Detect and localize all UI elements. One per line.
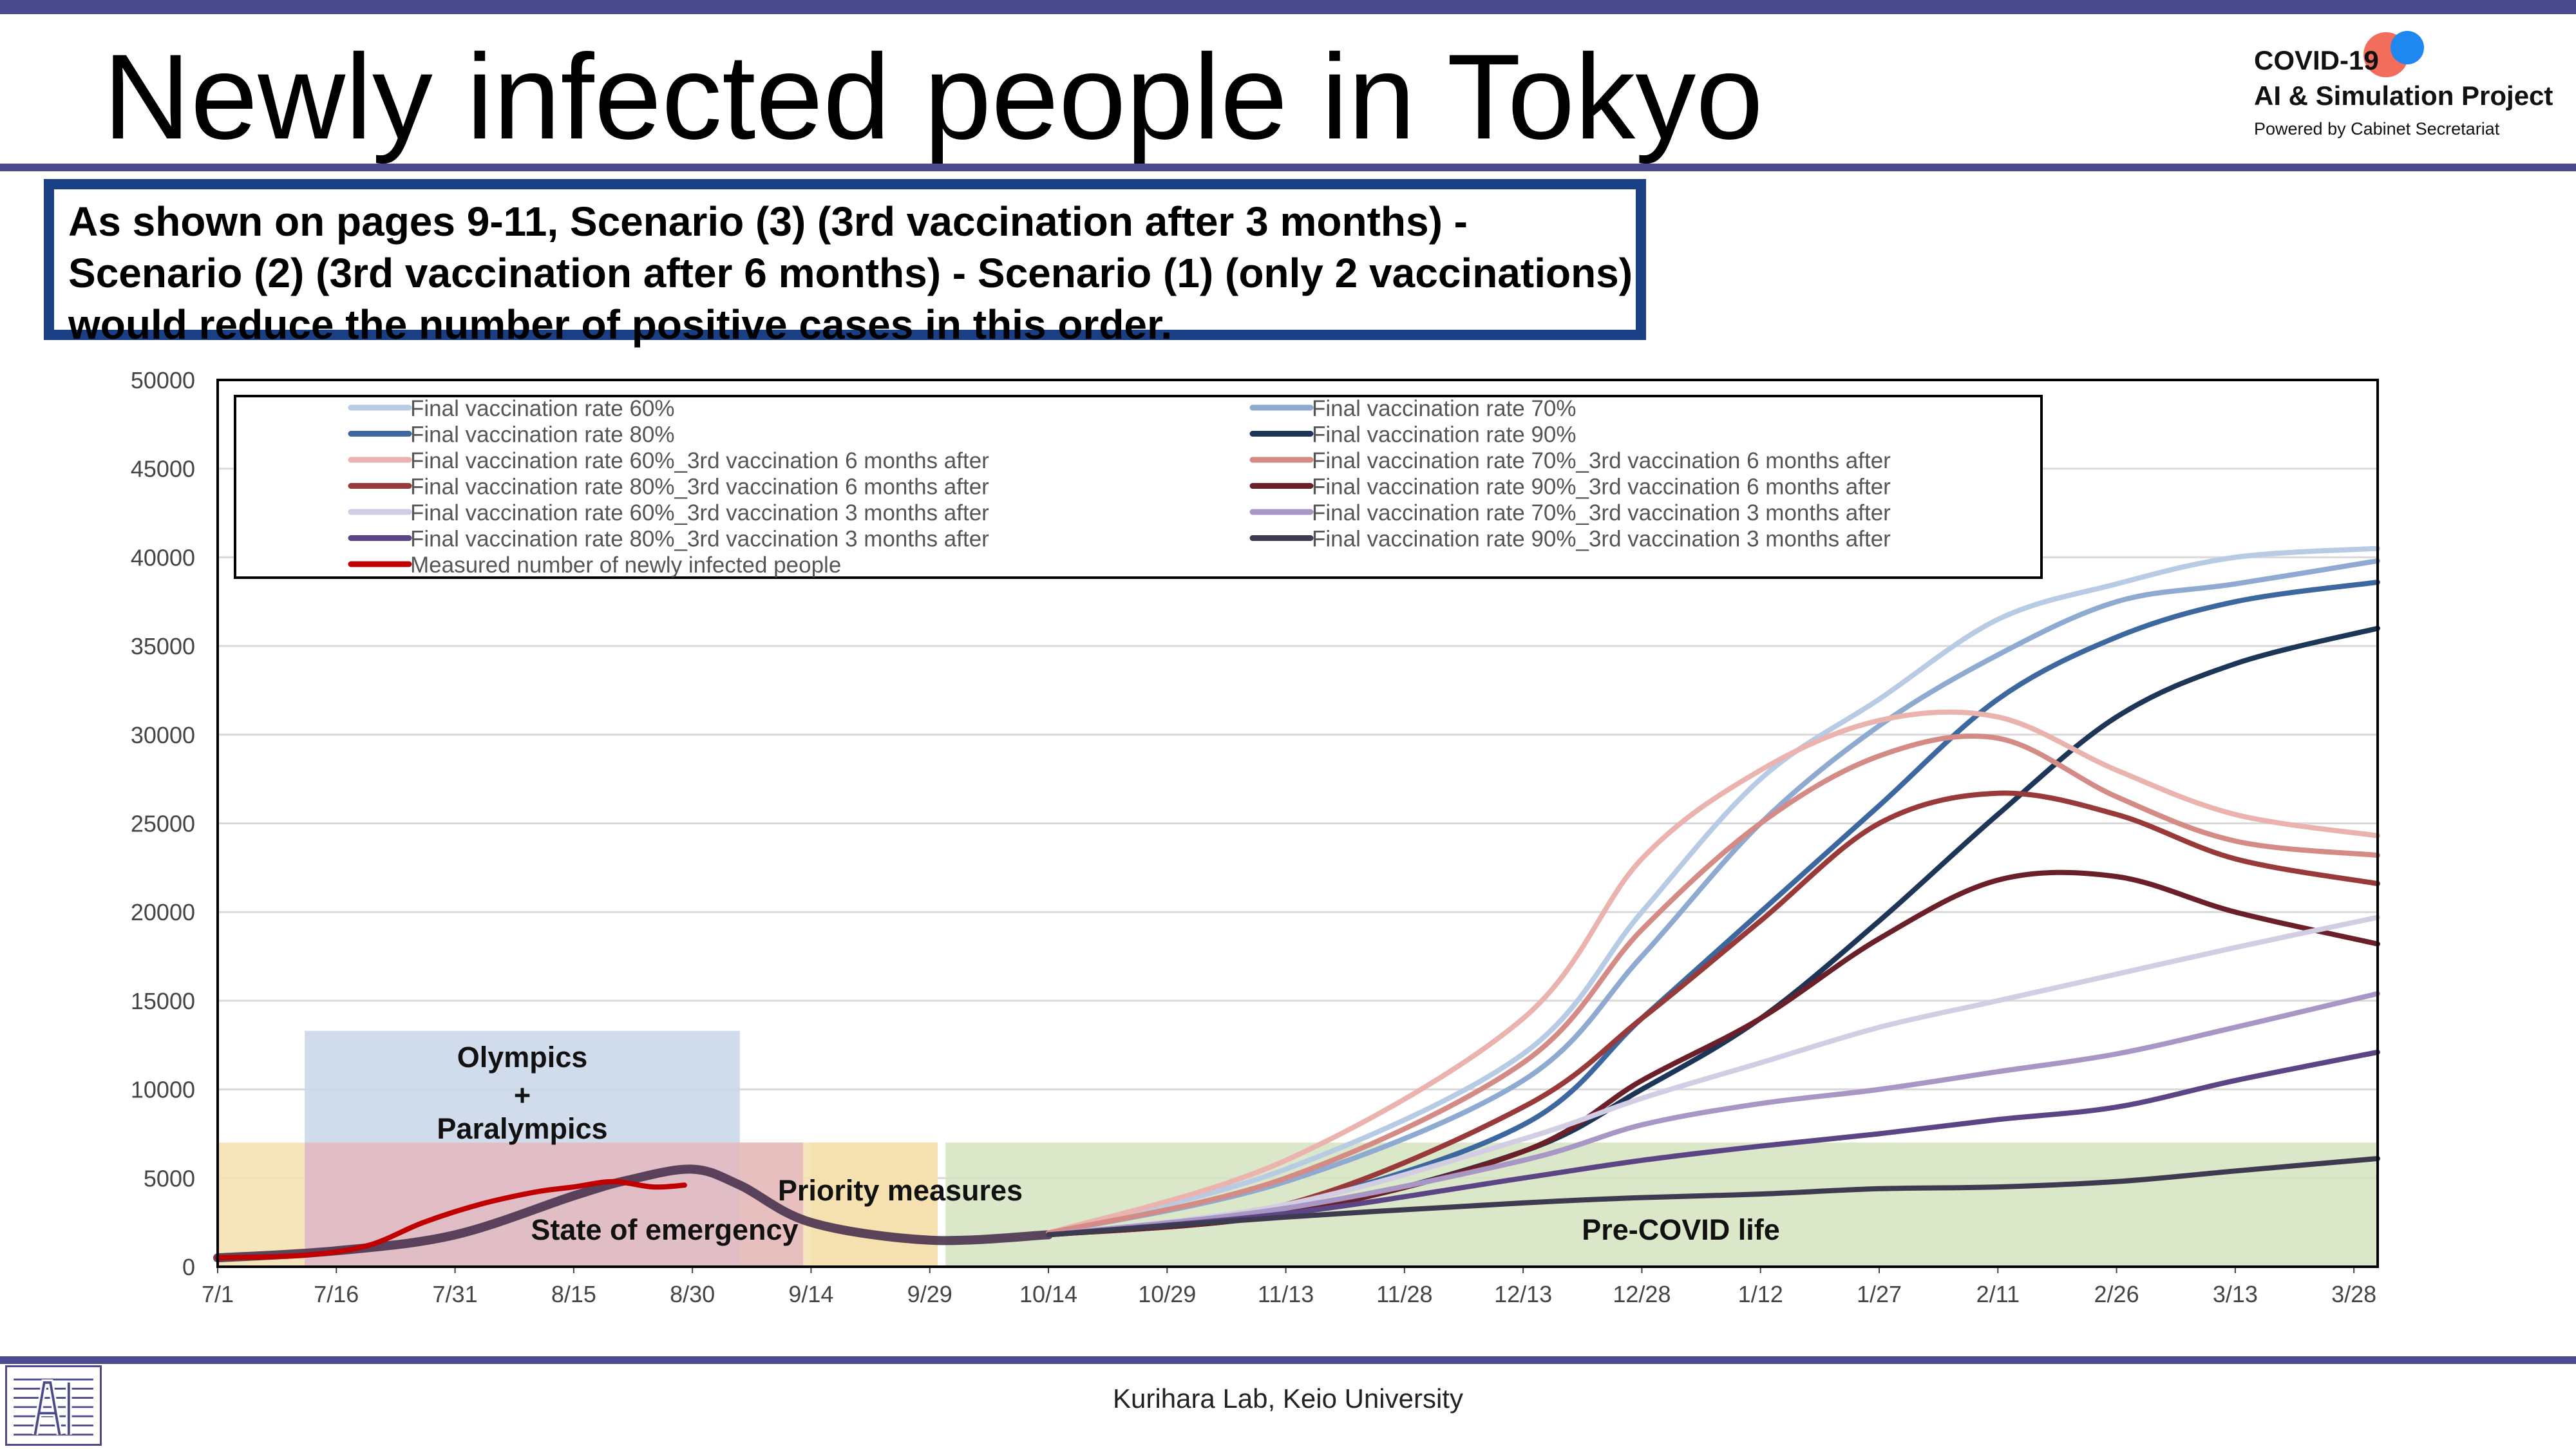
legend-label: Final vaccination rate 80%_3rd vaccinati… <box>410 475 989 500</box>
y-tick-label: 25000 <box>131 811 195 837</box>
period-label-precovid: Pre-COVID life <box>1582 1213 1780 1246</box>
legend-label: Final vaccination rate 90% <box>1312 422 1577 448</box>
series-line <box>1046 733 2380 1236</box>
x-tick-label: 8/15 <box>551 1281 596 1307</box>
x-tick-label: 1/27 <box>1857 1281 1902 1307</box>
y-tick-label: 30000 <box>131 722 195 748</box>
y-tick-label: 40000 <box>131 544 195 571</box>
legend-label: Final vaccination rate 80% <box>410 422 675 448</box>
legend-label: Measured number of newly infected people <box>410 553 841 578</box>
period-label-plus: + <box>514 1079 531 1112</box>
x-tick-label: 12/28 <box>1613 1281 1671 1307</box>
y-tick-label: 15000 <box>131 988 195 1014</box>
series-line <box>1046 869 2380 1238</box>
series-line-simulated-base <box>213 1164 1053 1263</box>
series-line <box>1046 1156 2380 1238</box>
period-label-emergency: State of emergency <box>531 1213 798 1246</box>
series-line <box>1046 558 2380 1236</box>
project-logo: COVID-19 AI & Simulation Project Powered… <box>2248 31 2570 155</box>
page-title: Newly infected people in Tokyo <box>103 29 1763 164</box>
x-tick-label: 11/28 <box>1376 1281 1432 1307</box>
series-line <box>215 1179 687 1261</box>
legend-label: Final vaccination rate 60%_3rd vaccinati… <box>410 500 989 526</box>
y-tick-label: 45000 <box>131 456 195 482</box>
legend-label: Final vaccination rate 90%_3rd vaccinati… <box>1312 527 1891 552</box>
x-tick-label: 9/29 <box>907 1281 952 1307</box>
y-tick-label: 5000 <box>144 1165 195 1191</box>
x-tick-label: 2/26 <box>2094 1281 2139 1307</box>
lab-logo <box>5 1365 102 1446</box>
summary-text: As shown on pages 9-11, Scenario (3) (3r… <box>68 198 1633 348</box>
plot-frame <box>216 379 2379 1268</box>
x-tick-label: 10/14 <box>1019 1281 1077 1307</box>
x-tick-label: 11/13 <box>1258 1281 1314 1307</box>
legend-box <box>234 395 2043 579</box>
legend-label: Final vaccination rate 70%_3rd vaccinati… <box>1312 500 1891 526</box>
legend-label: Final vaccination rate 70%_3rd vaccinati… <box>1312 448 1891 473</box>
x-tick-label: 8/30 <box>670 1281 715 1307</box>
x-tick-label: 9/14 <box>788 1281 833 1307</box>
series-line <box>1046 580 2380 1238</box>
infections-chart: 0 5000 10000 15000 20000 25000 30000 35000 40000… <box>131 367 2380 1307</box>
x-tick-label: 3/13 <box>2213 1281 2258 1307</box>
lab-logo-icon <box>14 1378 93 1436</box>
period-label-paralympics: Paralympics <box>437 1112 607 1145</box>
legend-label: Final vaccination rate 60% <box>410 396 675 421</box>
footer-credit: Kurihara Lab, Keio University <box>1113 1383 1463 1414</box>
legend-label: Final vaccination rate 90%_3rd vaccinati… <box>1312 475 1891 500</box>
logo-line-1: COVID-19 <box>2254 45 2379 75</box>
y-tick-label: 20000 <box>131 899 195 925</box>
series-line <box>1046 545 2380 1236</box>
y-tick-label: 35000 <box>131 633 195 659</box>
top-bar <box>0 0 2576 14</box>
x-tick-label: 7/31 <box>433 1281 478 1307</box>
y-tick-label: 50000 <box>131 367 195 393</box>
period-band <box>811 1142 938 1267</box>
y-tick-label: 0 <box>182 1254 195 1280</box>
series-line <box>1046 790 2380 1238</box>
x-tick-label: 7/16 <box>314 1281 359 1307</box>
x-tick-label: 2/11 <box>1976 1281 2020 1307</box>
legend-label: Final vaccination rate 80%_3rd vaccinati… <box>410 527 989 552</box>
x-tick-label: 12/13 <box>1494 1281 1552 1307</box>
logo-line-2: AI & Simulation Project <box>2254 80 2553 111</box>
period-label-priority: Priority measures <box>778 1174 1023 1207</box>
series-line <box>1046 1049 2380 1238</box>
logo-line-3: Powered by Cabinet Secretariat <box>2254 119 2500 138</box>
legend-label: Final vaccination rate 60%_3rd vaccinati… <box>410 448 989 473</box>
y-tick-label: 10000 <box>131 1077 195 1103</box>
x-tick-label: 7/1 <box>202 1281 234 1307</box>
legend-label: Final vaccination rate 70% <box>1312 396 1577 421</box>
x-tick-label: 1/12 <box>1738 1281 1783 1307</box>
x-tick-label: 10/29 <box>1138 1281 1196 1307</box>
period-label-olympics: Olympics <box>457 1041 588 1074</box>
series-line <box>1046 709 2380 1236</box>
series-line <box>1046 990 2380 1238</box>
x-tick-label: 3/28 <box>2331 1281 2376 1307</box>
logo-circle-blue <box>2391 31 2424 64</box>
series-line <box>1046 914 2380 1238</box>
footer-bar <box>0 1356 2576 1364</box>
title-underline <box>0 164 2576 171</box>
summary-callout: As shown on pages 9-11, Scenario (3) (3r… <box>44 179 1646 348</box>
